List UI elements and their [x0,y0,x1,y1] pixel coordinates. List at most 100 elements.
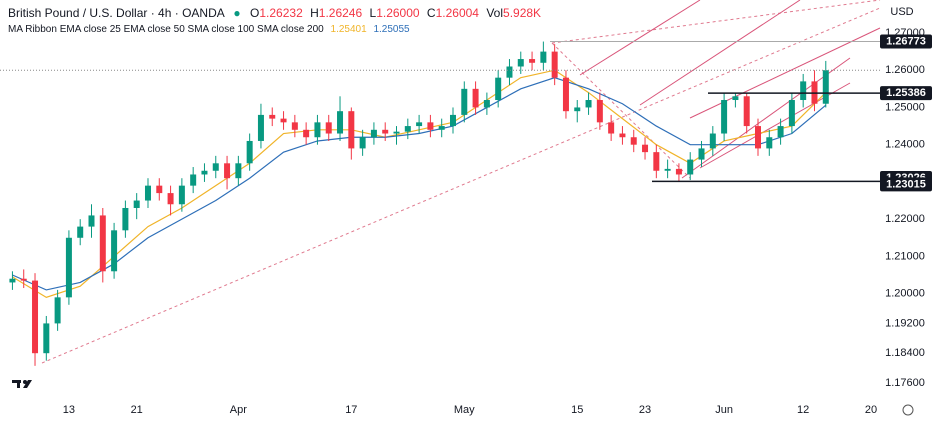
y-tick-label: 1.18400 [885,347,925,359]
candle-body [506,66,513,78]
candle-body [224,163,231,179]
candle-body [404,126,411,132]
status-dot: ● [233,6,241,20]
x-tick-label: 12 [797,404,809,416]
candle-body [754,126,761,149]
candle-body [653,152,660,171]
quote-value: 1.26004 [435,6,479,20]
quote-value: 1.26000 [376,6,420,20]
indicator-legend: MA Ribbon EMA close 25 EMA close 50 SMA … [8,24,410,35]
currency: USD [890,6,913,18]
candle-body [99,215,106,272]
candle-body [743,96,750,127]
candle-body [370,129,377,138]
quote-label: Vol [486,6,504,20]
candle-body [732,96,739,101]
price-label: 1.25386 [886,87,926,99]
candle-body [630,137,637,145]
pitchfork-median [41,7,881,364]
indicator-value: 1.25401 [330,24,367,35]
indicator-label: MA Ribbon EMA close 25 EMA close 50 SMA … [8,24,324,35]
candle-body [269,114,276,119]
channel-line [681,57,851,179]
candle-body [596,100,603,123]
candle-body [777,126,784,138]
candle-body [246,140,253,164]
price-label-box [880,34,932,49]
candle-body [201,170,208,175]
candle-body [529,59,536,63]
x-tick-label: 20 [865,404,877,416]
candle-body [314,122,321,138]
candle-body [585,100,592,108]
y-tick-label: 1.25000 [885,101,925,113]
candle-body [65,237,72,298]
candle-body [438,126,445,130]
candle-body [303,129,310,138]
candle-body [156,185,163,194]
candle-body [257,114,264,141]
y-tick-label: 1.24000 [885,139,925,151]
indicator-value: 1.25055 [373,24,410,35]
candle-body [698,148,705,160]
candle-body [574,107,581,112]
x-tick-label: 21 [131,404,143,416]
price-label: 1.23015 [886,178,926,190]
candle-body [122,207,129,231]
y-tick-label: 1.17600 [885,377,925,389]
candle-body [675,168,682,175]
moving-average [12,77,827,291]
candle-body [483,100,490,108]
quote-label: L [369,6,377,20]
y-tick-label: 1.22000 [885,213,925,225]
x-tick-label: May [454,404,475,416]
candle-body [562,77,569,112]
candle-body [88,215,95,227]
candle-body [144,185,151,201]
quote-value: 1.26232 [259,6,303,20]
pitchfork-tine [639,0,801,106]
candle-body [77,226,84,238]
candle-body [449,114,456,127]
quote-value: 1.26246 [318,6,363,20]
candle-body [517,59,524,67]
candle-body [280,118,287,123]
price-label-box [880,86,932,101]
y-tick-label: 1.19200 [885,317,925,329]
candle-body [427,122,434,130]
candle-body [291,122,298,130]
candle-body [9,278,16,283]
quote-label: H [310,6,319,20]
candle-body [540,51,547,63]
candle-body [822,70,829,104]
candle-body [495,77,502,101]
x-tick-label: 13 [63,404,75,416]
candle-body [721,100,728,134]
y-tick-label: 1.20000 [885,288,925,300]
candle-body [337,111,344,134]
candle-body [608,122,615,134]
candle-body [709,133,716,149]
y-tick-label: 1.26000 [885,64,925,76]
candle-body [212,163,219,171]
candle-body [393,131,400,134]
pitchfork-tine [551,0,881,44]
candle-body [642,144,649,153]
x-tick-label: Jun [715,404,733,416]
candle-body [54,297,61,324]
candle-body [178,185,185,205]
candle-body [461,88,468,115]
candle-body [382,129,389,134]
logo [12,380,32,388]
x-tick-label: Apr [230,404,247,416]
quote-label: C [426,6,436,20]
settings-icon[interactable] [902,404,914,416]
candle-body [664,168,671,171]
candle-body [619,133,626,138]
x-tick-label: 17 [345,404,357,416]
candle-body [359,137,366,149]
x-tick-label: 15 [571,404,583,416]
candle-body [111,230,118,272]
candle-body [32,280,39,354]
